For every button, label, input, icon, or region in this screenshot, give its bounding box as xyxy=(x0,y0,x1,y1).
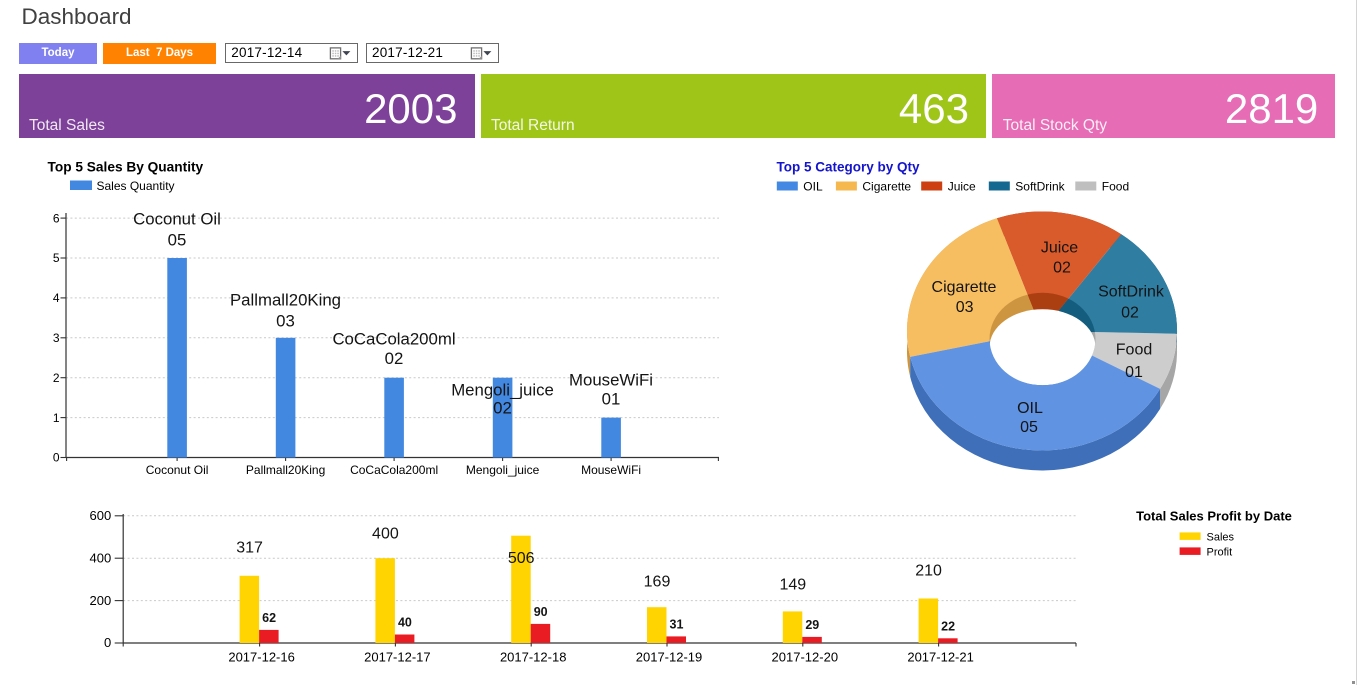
svg-text:01: 01 xyxy=(1125,364,1143,381)
svg-text:02: 02 xyxy=(493,399,512,418)
svg-text:02: 02 xyxy=(1121,305,1139,322)
svg-text:210: 210 xyxy=(915,563,942,580)
svg-text:CoCaCola200ml: CoCaCola200ml xyxy=(332,330,455,349)
svg-text:05: 05 xyxy=(168,231,187,250)
svg-text:2: 2 xyxy=(53,371,60,385)
svg-text:0: 0 xyxy=(53,451,60,465)
svg-text:MouseWiFi: MouseWiFi xyxy=(581,463,641,477)
svg-text:1: 1 xyxy=(53,411,60,425)
svg-text:2017-12-19: 2017-12-19 xyxy=(636,650,703,665)
svg-text:Pallmall20King: Pallmall20King xyxy=(246,463,325,477)
svg-text:2017-12-20: 2017-12-20 xyxy=(772,650,839,665)
svg-text:31: 31 xyxy=(670,617,684,631)
svg-text:200: 200 xyxy=(89,593,111,608)
svg-text:Top 5 Category by Qty: Top 5 Category by Qty xyxy=(777,160,921,175)
svg-text:3: 3 xyxy=(53,331,60,345)
svg-text:01: 01 xyxy=(602,390,621,409)
svg-text:03: 03 xyxy=(276,312,295,331)
svg-text:0: 0 xyxy=(104,635,111,650)
svg-text:05: 05 xyxy=(1020,419,1038,436)
svg-text:Mengoli_juice: Mengoli_juice xyxy=(466,463,540,477)
svg-text:Cigarette: Cigarette xyxy=(932,279,997,296)
svg-text:40: 40 xyxy=(398,616,412,630)
svg-text:OIL: OIL xyxy=(803,180,823,194)
svg-text:6: 6 xyxy=(53,211,60,225)
svg-text:62: 62 xyxy=(262,611,276,625)
svg-text:169: 169 xyxy=(644,574,671,591)
svg-text:2017-12-16: 2017-12-16 xyxy=(228,650,295,665)
svg-text:506: 506 xyxy=(508,550,535,567)
svg-text:MouseWiFi: MouseWiFi xyxy=(569,371,653,390)
svg-text:149: 149 xyxy=(779,577,806,594)
svg-text:5: 5 xyxy=(53,251,60,265)
svg-text:Coconut Oil: Coconut Oil xyxy=(133,210,221,229)
svg-text:CoCaCola200ml: CoCaCola200ml xyxy=(350,463,438,477)
svg-text:Total Sales Profit by Date: Total Sales Profit by Date xyxy=(1136,509,1292,524)
svg-text:Juice: Juice xyxy=(948,180,976,194)
svg-text:600: 600 xyxy=(89,508,111,523)
svg-text:400: 400 xyxy=(89,550,111,565)
svg-text:400: 400 xyxy=(372,525,399,542)
svg-text:22: 22 xyxy=(941,619,955,633)
svg-text:Cigarette: Cigarette xyxy=(862,180,911,194)
svg-text:90: 90 xyxy=(534,605,548,619)
svg-text:Sales Quantity: Sales Quantity xyxy=(97,179,175,193)
svg-text:Sales: Sales xyxy=(1207,532,1235,544)
svg-text:02: 02 xyxy=(385,349,404,368)
svg-text:Coconut Oil: Coconut Oil xyxy=(146,463,209,477)
svg-text:Profit: Profit xyxy=(1207,547,1233,559)
svg-text:Pallmall20King: Pallmall20King xyxy=(230,291,341,310)
svg-text:Food: Food xyxy=(1102,180,1129,194)
svg-text:2017-12-17: 2017-12-17 xyxy=(364,650,431,665)
svg-text:Juice: Juice xyxy=(1041,240,1078,257)
svg-text:29: 29 xyxy=(805,618,819,632)
svg-text:Mengoli_juice: Mengoli_juice xyxy=(451,381,554,400)
svg-text:SoftDrink: SoftDrink xyxy=(1015,180,1065,194)
svg-text:03: 03 xyxy=(956,299,974,316)
svg-text:317: 317 xyxy=(236,539,263,556)
svg-text:SoftDrink: SoftDrink xyxy=(1098,284,1165,301)
svg-text:4: 4 xyxy=(53,291,60,305)
svg-text:2017-12-18: 2017-12-18 xyxy=(500,650,567,665)
svg-text:OIL: OIL xyxy=(1017,400,1043,417)
svg-text:02: 02 xyxy=(1053,259,1071,276)
svg-text:Food: Food xyxy=(1116,342,1152,359)
svg-text:2017-12-21: 2017-12-21 xyxy=(907,650,974,665)
svg-text:Top 5 Sales By Quantity: Top 5 Sales By Quantity xyxy=(48,160,204,175)
